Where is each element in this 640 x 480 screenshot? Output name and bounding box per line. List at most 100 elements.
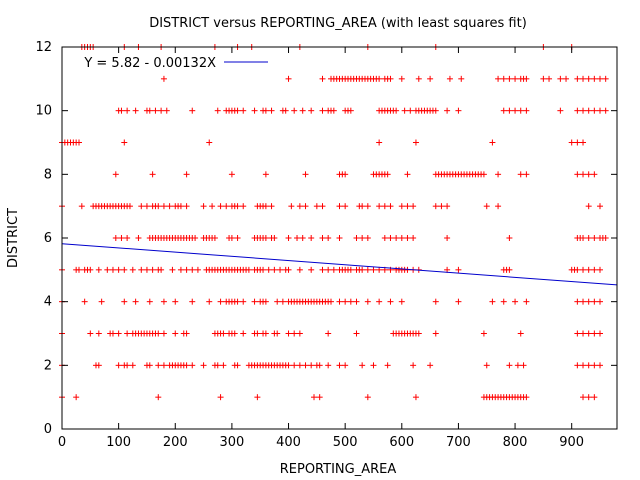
- data-point: [109, 266, 116, 273]
- data-point: [262, 203, 269, 210]
- data-point: [115, 362, 122, 369]
- data-point: [342, 203, 349, 210]
- data-point: [189, 298, 196, 305]
- data-point: [512, 107, 519, 114]
- data-point: [95, 330, 102, 337]
- data-point: [591, 75, 598, 82]
- data-point: [580, 171, 587, 178]
- data-point: [319, 235, 326, 241]
- data-point: [330, 266, 337, 273]
- data-point: [480, 330, 487, 337]
- data-point: [262, 171, 269, 178]
- data-point: [393, 235, 400, 241]
- data-point: [189, 107, 196, 114]
- data-point: [500, 107, 507, 114]
- data-point: [308, 362, 315, 369]
- data-point: [124, 362, 131, 369]
- data-point: [214, 362, 221, 369]
- data-point: [585, 266, 592, 273]
- data-point: [591, 266, 598, 273]
- data-point: [81, 298, 88, 305]
- data-point: [364, 203, 371, 210]
- data-point: [585, 171, 592, 178]
- data-point: [282, 107, 289, 114]
- data-point: [138, 266, 145, 273]
- data-point: [517, 107, 524, 114]
- data-point: [115, 266, 122, 273]
- data-point: [75, 139, 82, 146]
- data-point: [557, 107, 564, 114]
- data-point: [336, 235, 343, 241]
- data-point: [217, 394, 224, 401]
- data-point: [183, 171, 190, 178]
- data-point: [121, 298, 128, 305]
- data-point: [194, 266, 201, 273]
- data-point: [574, 266, 581, 273]
- data-point: [126, 203, 133, 210]
- data-point: [359, 235, 366, 241]
- data-point: [591, 107, 598, 114]
- data-point: [296, 362, 303, 369]
- data-point: [432, 107, 439, 114]
- data-point: [146, 107, 153, 114]
- least-squares-fit-line: [61, 243, 618, 286]
- data-point: [95, 362, 102, 369]
- data-point: [319, 107, 326, 114]
- data-point: [129, 362, 136, 369]
- data-point: [381, 203, 388, 210]
- data-point: [444, 203, 451, 210]
- data-point: [483, 203, 490, 210]
- data-point: [455, 298, 462, 305]
- data-point: [585, 235, 592, 241]
- data-point: [121, 139, 128, 146]
- x-tick-label: 500: [333, 435, 358, 450]
- data-point: [308, 107, 315, 114]
- data-point: [574, 171, 581, 178]
- data-point: [296, 330, 303, 337]
- data-point: [285, 266, 292, 273]
- data-point: [512, 298, 519, 305]
- x-tick-label: 800: [503, 435, 528, 450]
- data-point: [234, 235, 241, 241]
- data-point: [262, 235, 269, 241]
- data-point: [169, 266, 176, 273]
- y-tick-label: 10: [35, 104, 52, 119]
- data-point: [160, 75, 167, 82]
- data-point: [495, 171, 502, 178]
- legend: Y = 5.82 - 0.00132X: [83, 56, 268, 71]
- data-point: [546, 75, 553, 82]
- data-point: [489, 298, 496, 305]
- data-point: [104, 266, 111, 273]
- data-point: [319, 266, 326, 273]
- data-point: [146, 298, 153, 305]
- data-point: [432, 203, 439, 210]
- data-point: [404, 171, 411, 178]
- data-point: [98, 298, 105, 305]
- x-tick-label: 400: [276, 435, 301, 450]
- data-point: [155, 330, 162, 337]
- data-point: [376, 75, 383, 82]
- data-point: [585, 362, 592, 369]
- data-point: [146, 362, 153, 369]
- data-point: [398, 298, 405, 305]
- data-point: [574, 298, 581, 305]
- data-point: [591, 298, 598, 305]
- data-point: [387, 75, 394, 82]
- data-point: [200, 203, 207, 210]
- data-point: [483, 362, 490, 369]
- data-point: [109, 330, 116, 337]
- data-point: [274, 298, 281, 305]
- data-point: [407, 107, 414, 114]
- data-point: [325, 362, 332, 369]
- data-point: [393, 107, 400, 114]
- data-point: [299, 235, 306, 241]
- data-point: [262, 330, 269, 337]
- data-point: [359, 203, 366, 210]
- data-point: [220, 330, 227, 337]
- data-point: [415, 330, 422, 337]
- data-point: [234, 107, 241, 114]
- data-point: [438, 203, 445, 210]
- data-point: [223, 203, 230, 210]
- data-point: [325, 266, 332, 273]
- data-point: [412, 394, 419, 401]
